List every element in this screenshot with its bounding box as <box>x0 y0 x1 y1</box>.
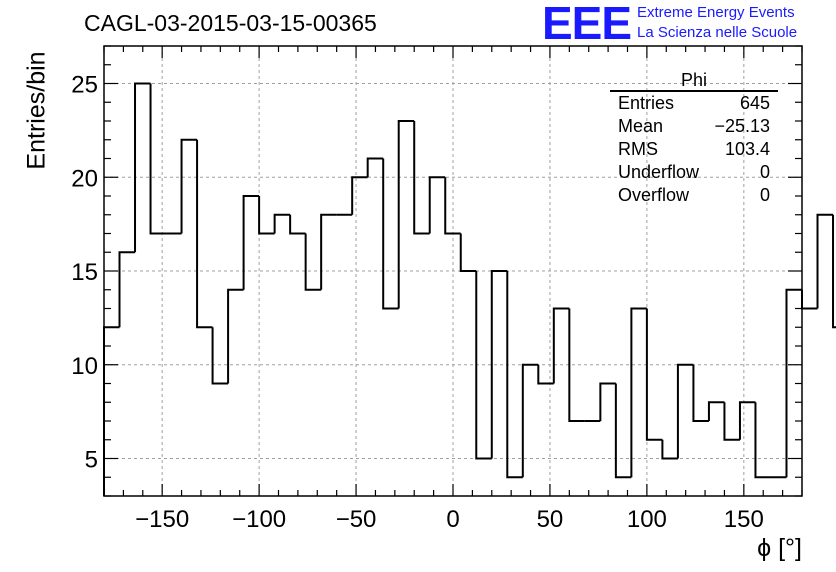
histogram-bin <box>552 307 570 384</box>
histogram-bin <box>661 439 678 460</box>
histogram-bin <box>103 326 120 496</box>
histogram-bin <box>459 233 477 272</box>
stats-value: −25.13 <box>714 116 770 136</box>
y-tick-label: 5 <box>85 447 98 474</box>
stats-label: Entries <box>618 93 675 113</box>
y-tick-label: 25 <box>71 72 98 99</box>
histogram-bin <box>397 120 415 309</box>
histogram-bin <box>676 363 694 459</box>
stats-label: Overflow <box>618 185 690 205</box>
histogram-bin <box>707 401 725 421</box>
x-tick-label: −50 <box>336 506 377 533</box>
stats-row-entries: Entries 645 <box>610 92 778 115</box>
histogram-bin <box>599 382 616 421</box>
x-tick-label: −150 <box>135 506 189 533</box>
histogram-bin <box>149 83 167 235</box>
histogram-bin <box>258 196 275 235</box>
histogram-bin <box>382 158 399 310</box>
histogram-bin <box>568 308 585 422</box>
histogram-bin <box>180 138 198 234</box>
histogram-bin <box>692 364 709 422</box>
eee-logo: EEE <box>542 0 632 49</box>
histogram-bin <box>134 82 151 253</box>
stats-row-overflow: Overflow 0 <box>610 184 778 207</box>
histogram-bin <box>816 213 834 309</box>
y-axis-label: Entries/bin <box>22 51 51 170</box>
y-tick-label: 10 <box>71 353 98 380</box>
histogram-bin <box>413 121 430 235</box>
x-tick-label: −100 <box>232 506 286 533</box>
x-tick-label: 0 <box>446 506 459 533</box>
chart-title: CAGL-03-2015-03-15-00365 <box>84 10 377 36</box>
stats-label: Mean <box>618 116 664 136</box>
histogram-bin <box>754 402 771 479</box>
stats-box: Phi Entries 645 Mean −25.13 RMS 103.4 Un… <box>610 70 778 207</box>
y-tick-label: 15 <box>71 259 98 286</box>
y-tick-label: 20 <box>71 165 98 192</box>
histogram-bin <box>475 271 492 460</box>
stats-value: 0 <box>759 185 770 205</box>
stats-row-mean: Mean −25.13 <box>610 115 778 138</box>
stats-value: 103.4 <box>724 139 770 159</box>
stats-value: 0 <box>759 162 770 182</box>
histogram-bin <box>521 363 539 478</box>
histogram-bin <box>506 271 523 479</box>
histogram-bin <box>645 308 663 441</box>
logo-line-2: La Scienza nelle Scuole <box>637 24 798 41</box>
histogram-bin <box>118 251 136 328</box>
histogram-bin <box>490 270 508 459</box>
x-tick-label: 150 <box>724 506 764 533</box>
histogram-bin <box>832 214 836 329</box>
histogram-bin <box>428 176 446 234</box>
histogram-bin <box>227 288 244 384</box>
histogram-bin <box>366 157 384 178</box>
histogram-bin <box>320 213 337 290</box>
x-tick-label: 100 <box>627 506 667 533</box>
stats-label: Underflow <box>618 162 700 182</box>
histogram-bin <box>196 139 213 329</box>
histogram-bin <box>537 364 554 385</box>
histogram-bin <box>630 307 647 478</box>
histogram-bin <box>289 214 306 235</box>
histogram-bin <box>738 401 756 440</box>
stats-row-rms: RMS 103.4 <box>610 138 778 161</box>
histogram-bin <box>723 402 740 441</box>
histogram-bin <box>351 176 368 215</box>
histogram-bin <box>273 213 291 234</box>
histogram-bin <box>211 327 229 385</box>
histogram-bin <box>242 195 260 290</box>
histogram-bin <box>304 233 322 291</box>
histogram-bin <box>444 177 461 235</box>
stats-row-underflow: Underflow 0 <box>610 161 778 184</box>
histogram-bin <box>801 289 818 310</box>
stats-value: 645 <box>739 93 770 113</box>
stats-label: RMS <box>618 139 658 159</box>
stats-title: Phi <box>610 70 778 92</box>
logo-line-1: Extreme Energy Events <box>637 4 795 21</box>
x-axis-label: ϕ [°] <box>757 534 802 562</box>
histogram-bin <box>614 383 632 479</box>
x-tick-label: 50 <box>537 506 564 533</box>
